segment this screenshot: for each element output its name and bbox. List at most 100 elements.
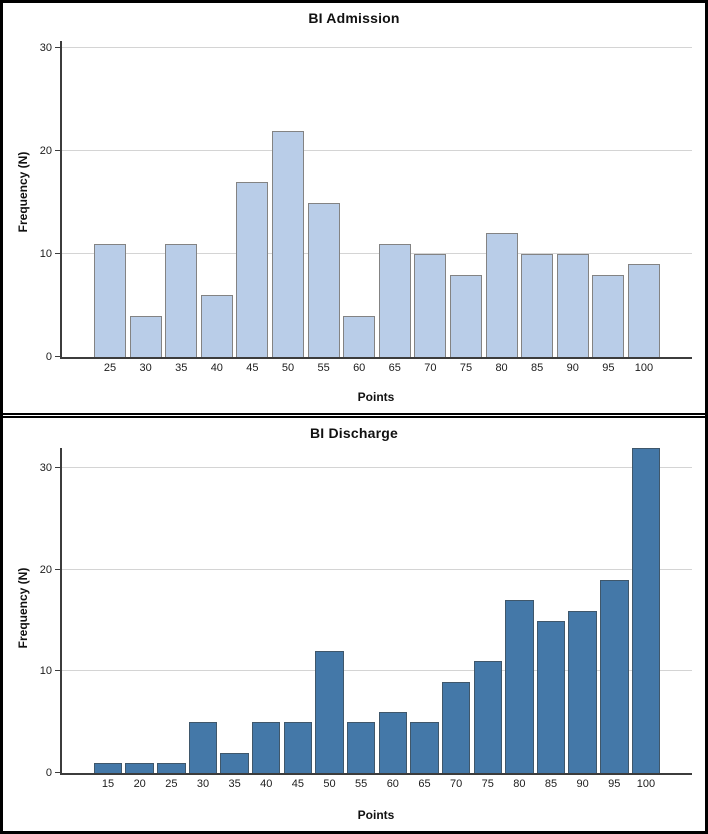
bar-strip bbox=[62, 448, 692, 773]
bar-cell bbox=[156, 448, 188, 773]
bar-cell bbox=[270, 41, 306, 357]
bar-cell bbox=[413, 41, 449, 357]
x-tick-label: 70 bbox=[424, 362, 437, 374]
x-tick-label: 50 bbox=[323, 778, 336, 790]
x-tick-label: 15 bbox=[101, 778, 115, 790]
bar-cell bbox=[519, 41, 555, 357]
bar-cell bbox=[314, 448, 346, 773]
chart-title: BI Discharge bbox=[310, 425, 398, 441]
bar bbox=[600, 580, 629, 773]
bar-cell bbox=[341, 41, 377, 357]
bar bbox=[200, 295, 233, 357]
bar bbox=[536, 620, 566, 773]
bar bbox=[346, 722, 376, 773]
x-tick-label: 35 bbox=[175, 362, 188, 374]
chart-panel-bi-admission: BI Admission Frequency (N) 0 10 20 30 25 30 35… bbox=[3, 3, 705, 415]
x-tick-label: 25 bbox=[103, 362, 117, 374]
bar-cell bbox=[163, 41, 199, 357]
bar-cell bbox=[555, 41, 591, 357]
bar bbox=[252, 722, 281, 773]
bar bbox=[568, 610, 597, 773]
x-tick-label: 60 bbox=[353, 362, 366, 374]
bar bbox=[410, 722, 439, 773]
y-tick-label: 30 bbox=[39, 42, 52, 55]
bar bbox=[592, 274, 625, 357]
x-tick-label: 55 bbox=[317, 362, 330, 374]
bar bbox=[378, 712, 408, 773]
bar-cell bbox=[128, 41, 164, 357]
gridline bbox=[62, 568, 692, 570]
bar bbox=[188, 722, 218, 773]
y-tick-label: 10 bbox=[39, 665, 52, 678]
bar-cell bbox=[630, 448, 662, 773]
bar-cell bbox=[250, 448, 282, 773]
y-axis-label: Frequency (N) bbox=[16, 567, 30, 649]
chart-title: BI Admission bbox=[308, 10, 400, 26]
y-tick-mark bbox=[55, 467, 60, 469]
gridline bbox=[62, 253, 692, 255]
bar-cell bbox=[472, 448, 504, 773]
y-axis-label: Frequency (N) bbox=[16, 151, 30, 232]
x-tick-label: 70 bbox=[449, 778, 463, 790]
bar bbox=[473, 661, 502, 773]
bar-cell bbox=[377, 448, 409, 773]
x-tick-label: 80 bbox=[495, 362, 508, 374]
y-tick-label: 0 bbox=[45, 351, 52, 363]
bar-cell bbox=[626, 41, 662, 357]
x-tick-label: 40 bbox=[210, 362, 223, 374]
bar-cell bbox=[282, 448, 314, 773]
x-axis-label: Points bbox=[357, 808, 395, 822]
x-tick-label: 85 bbox=[544, 778, 558, 790]
y-tick-mark bbox=[55, 150, 60, 152]
x-tick-label: 90 bbox=[576, 778, 589, 790]
bar-cell bbox=[484, 41, 520, 357]
bar-strip bbox=[62, 41, 692, 357]
x-tick-label: 25 bbox=[165, 778, 178, 790]
bar-cell bbox=[306, 41, 342, 357]
x-tick-label: 65 bbox=[418, 778, 431, 790]
x-tick-label: 75 bbox=[481, 778, 494, 790]
bar-cell bbox=[219, 448, 251, 773]
x-tick-label: 75 bbox=[459, 362, 473, 374]
x-tick-label: 100 bbox=[636, 778, 656, 790]
bar-cell bbox=[504, 448, 536, 773]
x-tick-label: 50 bbox=[281, 362, 295, 374]
bar bbox=[485, 233, 518, 357]
bar-cell bbox=[92, 41, 128, 357]
y-tick-label: 30 bbox=[39, 462, 52, 475]
bar bbox=[449, 274, 482, 357]
x-tick-row: 15 20 25 30 35 40 45 50 55 60 65 70 75 80 85 90 95 100 bbox=[62, 778, 692, 790]
x-tick-label: 80 bbox=[513, 778, 526, 790]
gridline bbox=[62, 150, 692, 152]
y-tick-label: 20 bbox=[39, 145, 52, 158]
bar-cell bbox=[567, 448, 599, 773]
x-tick-label: 45 bbox=[246, 362, 259, 374]
x-tick-label: 95 bbox=[608, 778, 621, 790]
y-tick-label: 0 bbox=[45, 767, 52, 779]
bar-cell bbox=[448, 41, 484, 357]
bar-cell bbox=[345, 448, 377, 773]
x-tick-label: 30 bbox=[196, 778, 210, 790]
x-tick-label: 60 bbox=[386, 778, 399, 790]
bar-cell bbox=[409, 448, 441, 773]
bar-cell bbox=[124, 448, 156, 773]
x-tick-label: 30 bbox=[139, 362, 152, 374]
x-tick-label: 65 bbox=[388, 362, 401, 374]
x-tick-label: 35 bbox=[228, 778, 241, 790]
x-tick-label: 90 bbox=[566, 362, 579, 374]
gridline bbox=[62, 467, 692, 469]
y-tick-label: 10 bbox=[39, 248, 52, 261]
bar bbox=[165, 243, 198, 357]
bar bbox=[283, 722, 313, 773]
y-tick-mark bbox=[55, 356, 60, 357]
bar-cell bbox=[235, 41, 271, 357]
bar-cell bbox=[440, 448, 472, 773]
gridline bbox=[62, 670, 692, 672]
bar bbox=[441, 681, 471, 773]
gridline bbox=[62, 47, 692, 49]
bar bbox=[627, 264, 660, 357]
plot-area: 0 10 20 30 15 20 25 30 35 40 45 50 55 60 65 70 75 80 85 90 9… bbox=[40, 448, 692, 790]
bar-cell bbox=[535, 448, 567, 773]
bar bbox=[125, 762, 154, 773]
